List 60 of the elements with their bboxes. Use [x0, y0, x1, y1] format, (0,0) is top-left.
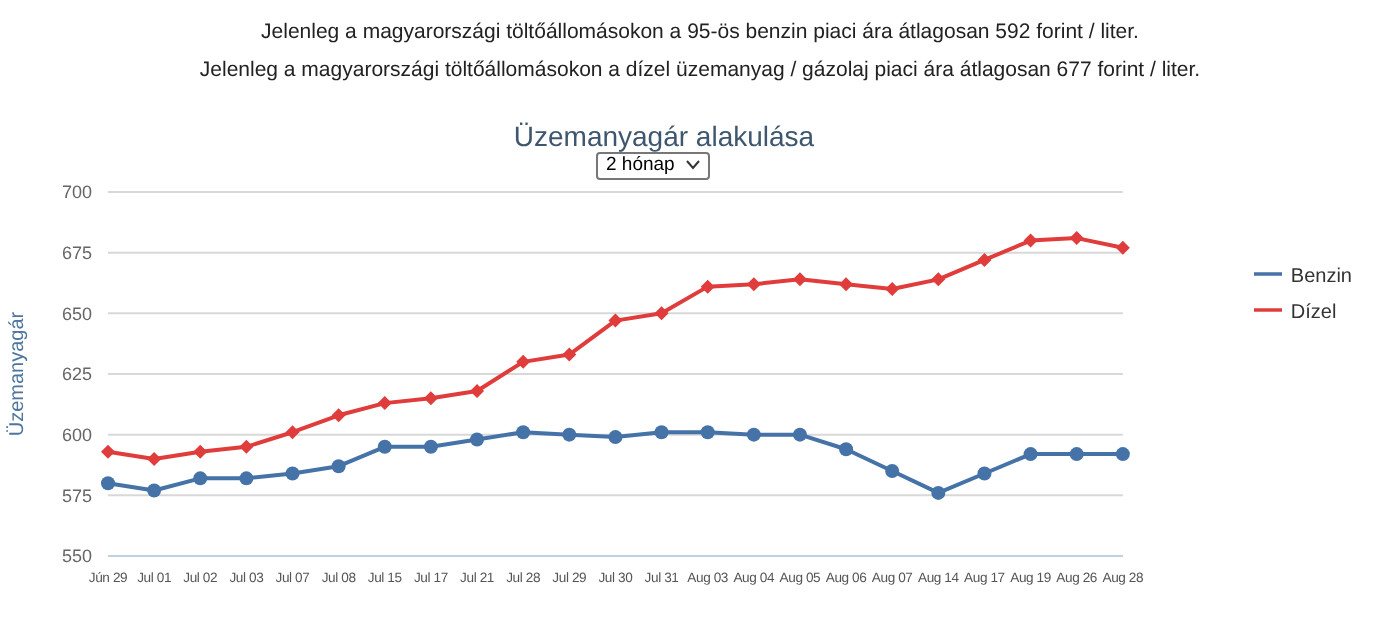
- point: [239, 471, 254, 486]
- point: [377, 396, 392, 411]
- point: [193, 471, 208, 486]
- dropdown-field: 2 hónap: [596, 152, 710, 180]
- point: [1115, 447, 1130, 462]
- point: [562, 347, 577, 362]
- y-tick-label: 600: [61, 425, 92, 446]
- legend-label: Dízel: [1290, 302, 1337, 324]
- point: [516, 354, 531, 369]
- point: [885, 282, 900, 297]
- point: [931, 485, 946, 500]
- point: [470, 432, 485, 447]
- point: [885, 464, 900, 479]
- point: [1023, 447, 1038, 462]
- point: [608, 430, 623, 445]
- point: [285, 425, 300, 440]
- point: [746, 427, 761, 442]
- point: [654, 425, 669, 440]
- text: Jelenleg a magyarországi töltőállomásokon a 95-ös benzin piaci ára átlagosan 592 forint / liter.: [259, 20, 1141, 44]
- y-tick-label: 550: [61, 546, 92, 567]
- y-tick-label: 700: [61, 182, 92, 203]
- point: [977, 252, 992, 267]
- point: [331, 459, 346, 474]
- point: [700, 425, 715, 440]
- y-tick-label: 675: [61, 243, 92, 264]
- point: [792, 272, 807, 287]
- point: [193, 444, 208, 459]
- point: [331, 408, 346, 423]
- y-tick-label: 650: [61, 303, 92, 324]
- point: [423, 439, 438, 454]
- point: [423, 391, 438, 406]
- point: [608, 313, 623, 328]
- point: [101, 476, 115, 491]
- point: [1069, 447, 1084, 462]
- point: [562, 427, 577, 442]
- point: [654, 306, 669, 321]
- point: [101, 444, 115, 459]
- legend-label: Benzin: [1290, 266, 1352, 288]
- point: [285, 466, 300, 481]
- point: [1069, 231, 1084, 246]
- point: [147, 483, 162, 498]
- point: [746, 277, 761, 292]
- y-axis-title: Üzemanyagár: [5, 310, 30, 437]
- point: [1023, 233, 1038, 248]
- point: [977, 466, 992, 481]
- chart-title: Üzemanyagár alakulása: [511, 120, 817, 152]
- point: [700, 279, 715, 294]
- point: [1115, 240, 1130, 255]
- point: [147, 451, 162, 466]
- point: [839, 442, 854, 457]
- point: [792, 427, 807, 442]
- point: [931, 272, 946, 287]
- y-tick-label: 575: [61, 485, 92, 506]
- point: [516, 425, 531, 440]
- point: [839, 277, 854, 292]
- point: [377, 439, 392, 454]
- text: Jelenleg a magyarországi töltőállomásokon a dízel üzemanyag / gázolaj piaci ára átlagosan 677 forint / liter.: [197, 58, 1203, 82]
- point: [470, 383, 485, 398]
- y-tick-label: 625: [61, 364, 92, 385]
- point: [239, 439, 254, 454]
